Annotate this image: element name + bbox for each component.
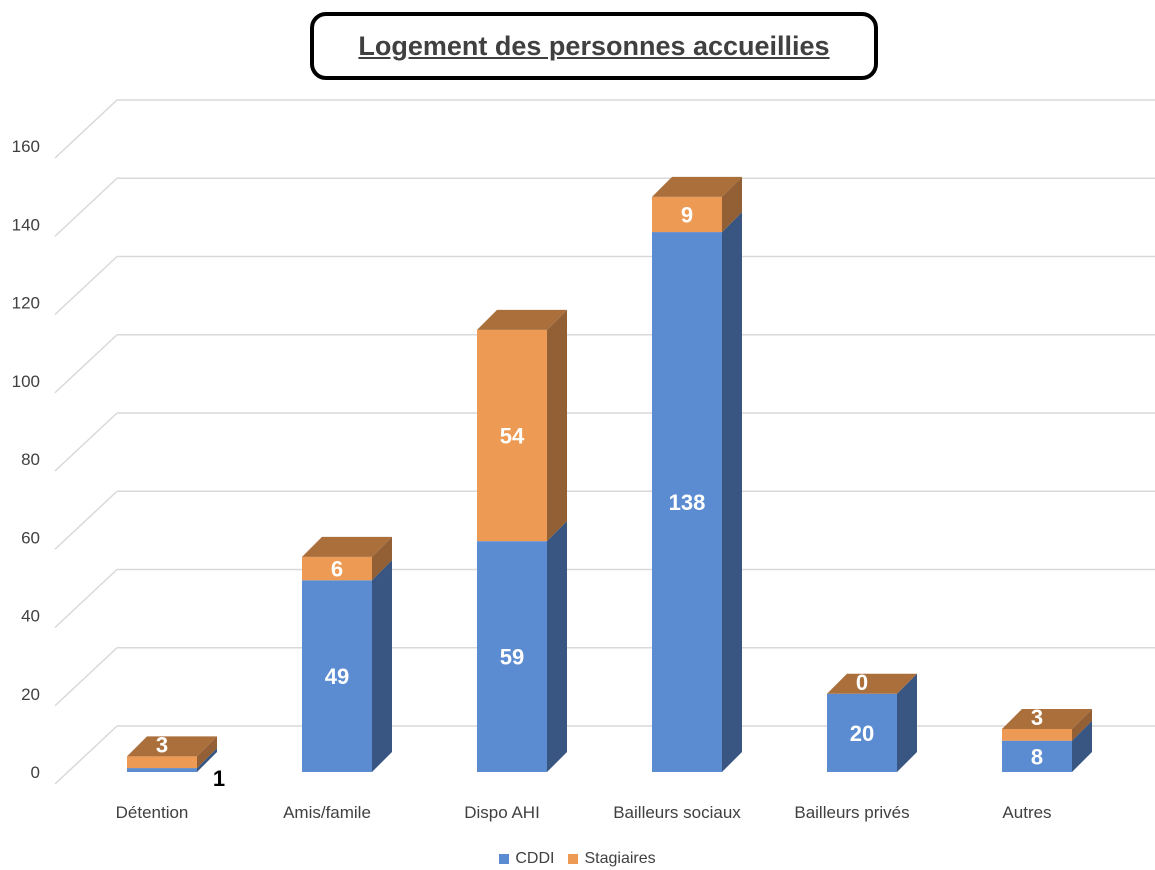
bar-cddi <box>827 693 897 772</box>
data-label-stagiaires: 54 <box>500 424 525 449</box>
bar-stagiaires <box>1002 728 1072 741</box>
bar-side-cddi <box>372 560 392 772</box>
bar-side-stagiaires <box>197 736 217 769</box>
legend-swatch-stagiaires <box>568 854 579 864</box>
bar-cddi <box>127 768 197 772</box>
y-axis-ticks: 0 20 40 60 80 100 120 140 160 <box>12 137 40 782</box>
x-category-label: Amis/famile <box>283 803 371 822</box>
bar-side-cddi <box>547 521 567 772</box>
bar-cddi <box>302 580 372 772</box>
gridline-diagonal <box>54 255 118 316</box>
bars: 1 3 49 6 59 54 138 9 20 0 8 3 <box>127 176 1092 791</box>
gridline-diagonal <box>54 568 118 629</box>
x-category-label: Autres <box>1002 803 1051 822</box>
chart-title: Logement des personnes accueillies <box>358 30 830 61</box>
x-category-label: Dispo AHI <box>464 803 540 822</box>
y-tick-label: 60 <box>21 528 40 547</box>
bar-cddi <box>477 541 547 772</box>
y-tick-label: 40 <box>21 607 40 626</box>
x-category-label: Détention <box>116 803 189 822</box>
data-label-stagiaires: 6 <box>331 557 343 582</box>
bar-top <box>127 736 217 757</box>
data-label-cddi: 1 <box>213 766 225 791</box>
chart-title-box: Logement des personnes accueillies <box>310 12 878 80</box>
bar-cddi <box>652 232 722 772</box>
y-tick-label: 140 <box>12 215 40 234</box>
bar-side-cddi <box>197 748 217 772</box>
bar-stagiaires <box>652 196 722 233</box>
x-category-label: Bailleurs privés <box>794 803 909 822</box>
y-tick-label: 0 <box>31 763 40 782</box>
data-label-stagiaires: 9 <box>681 202 693 227</box>
x-axis-categories: Détention Amis/famile Dispo AHI Bailleurs s… <box>116 803 1052 822</box>
gridline-diagonal <box>54 177 118 237</box>
data-label-cddi: 59 <box>500 645 524 670</box>
bar-stagiaires <box>127 756 197 769</box>
gridline-diagonal <box>54 412 118 472</box>
bar-stagiaires <box>302 556 372 581</box>
gridline-diagonal <box>54 99 118 159</box>
bar-cddi <box>1002 740 1072 772</box>
legend-item-cddi: CDDI <box>499 850 554 868</box>
bar-side-stagiaires <box>1072 708 1092 741</box>
bar-top <box>477 309 567 330</box>
legend-label-stagiaires: Stagiaires <box>584 850 656 867</box>
bar-top <box>302 536 392 557</box>
legend-label-cddi: CDDI <box>515 850 555 867</box>
x-category-label: Bailleurs sociaux <box>613 803 741 822</box>
bar-side-stagiaires <box>722 176 742 233</box>
data-label-stagiaires: 3 <box>1031 705 1043 730</box>
data-label-cddi: 20 <box>850 721 874 746</box>
data-label-cddi: 8 <box>1031 744 1043 769</box>
bar-top <box>1002 708 1092 729</box>
legend: CDDI Stagiaires <box>0 850 1155 868</box>
bar-top <box>827 673 917 694</box>
bar-side-cddi <box>722 212 742 772</box>
y-tick-label: 100 <box>12 372 40 391</box>
data-label-stagiaires: 3 <box>156 732 168 757</box>
bar-side-stagiaires <box>547 309 567 542</box>
bar-stagiaires <box>477 329 547 542</box>
y-tick-label: 120 <box>12 294 40 313</box>
gridline-diagonal <box>54 725 118 785</box>
y-tick-label: 80 <box>21 450 40 469</box>
data-label-stagiaires: 0 <box>856 670 868 695</box>
gridline-diagonal <box>54 334 118 394</box>
bar-side-stagiaires <box>372 536 392 581</box>
gridline-diagonal <box>54 490 118 550</box>
legend-item-stagiaires: Stagiaires <box>568 850 656 868</box>
y-tick-label: 160 <box>12 137 40 156</box>
bar-top <box>652 176 742 197</box>
gridline-diagonal <box>54 647 118 707</box>
bar-side-cddi <box>1072 720 1092 772</box>
data-label-cddi: 138 <box>669 490 706 515</box>
gridlines <box>54 99 1155 785</box>
data-label-cddi: 49 <box>325 664 349 689</box>
legend-swatch-cddi <box>499 854 510 864</box>
bar-side-cddi <box>897 673 917 772</box>
y-tick-label: 20 <box>21 685 40 704</box>
